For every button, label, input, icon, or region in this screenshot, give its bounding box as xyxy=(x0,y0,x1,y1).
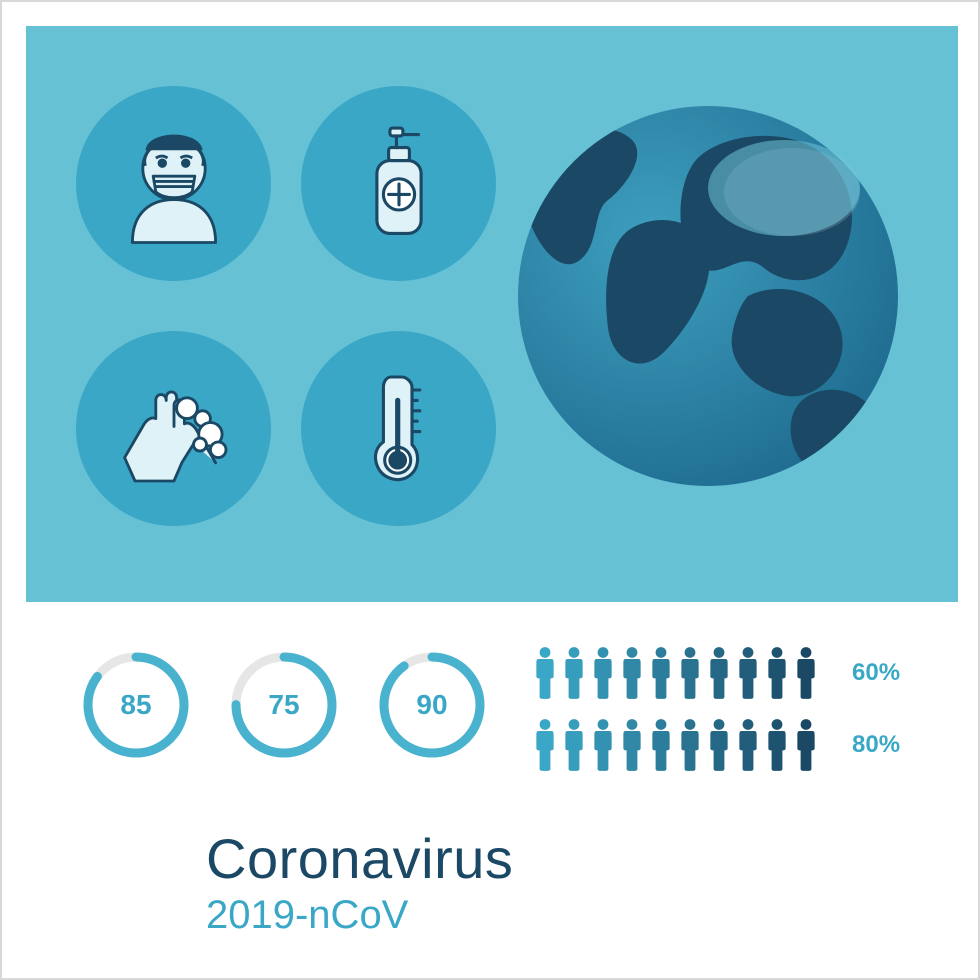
ring-value: 75 xyxy=(229,650,339,760)
masked-person-icon xyxy=(76,86,271,281)
person-icon xyxy=(679,718,701,772)
person-icon xyxy=(766,718,788,772)
person-icon xyxy=(563,646,585,700)
person-icon xyxy=(534,646,556,700)
person-icon xyxy=(708,718,730,772)
person-icon xyxy=(737,718,759,772)
person-icon xyxy=(534,718,556,772)
person-icon xyxy=(795,646,817,700)
thermometer-icon xyxy=(301,331,496,526)
title-block: Coronavirus 2019-nCoV xyxy=(206,826,513,938)
person-icon xyxy=(621,646,643,700)
people-pictograph: 60% 80% xyxy=(534,646,900,790)
icon-grid xyxy=(76,86,496,546)
stat-ring: 75 xyxy=(229,650,339,760)
infographic-canvas: 85 75 90 xyxy=(0,0,980,980)
person-icon xyxy=(592,718,614,772)
ring-value: 85 xyxy=(81,650,191,760)
person-icon xyxy=(563,718,585,772)
person-icon xyxy=(592,646,614,700)
stats-panel: 85 75 90 xyxy=(26,632,958,952)
person-icon xyxy=(708,646,730,700)
stat-ring: 85 xyxy=(81,650,191,760)
person-icon xyxy=(650,718,672,772)
stat-ring: 90 xyxy=(377,650,487,760)
hand-wash-icon xyxy=(76,331,271,526)
top-panel xyxy=(26,26,958,602)
title-sub: 2019-nCoV xyxy=(206,893,513,938)
people-row-percent: 60% xyxy=(852,659,900,687)
people-row: 60% xyxy=(534,646,900,700)
person-icon xyxy=(795,718,817,772)
ring-value: 90 xyxy=(377,650,487,760)
people-row: 80% xyxy=(534,718,900,772)
title-main: Coronavirus xyxy=(206,826,513,891)
person-icon xyxy=(679,646,701,700)
ring-stats: 85 75 90 xyxy=(81,650,487,760)
sanitizer-icon xyxy=(301,86,496,281)
person-icon xyxy=(621,718,643,772)
person-icon xyxy=(650,646,672,700)
person-icon xyxy=(737,646,759,700)
people-row-percent: 80% xyxy=(852,731,900,759)
globe-icon xyxy=(508,96,908,496)
person-icon xyxy=(766,646,788,700)
